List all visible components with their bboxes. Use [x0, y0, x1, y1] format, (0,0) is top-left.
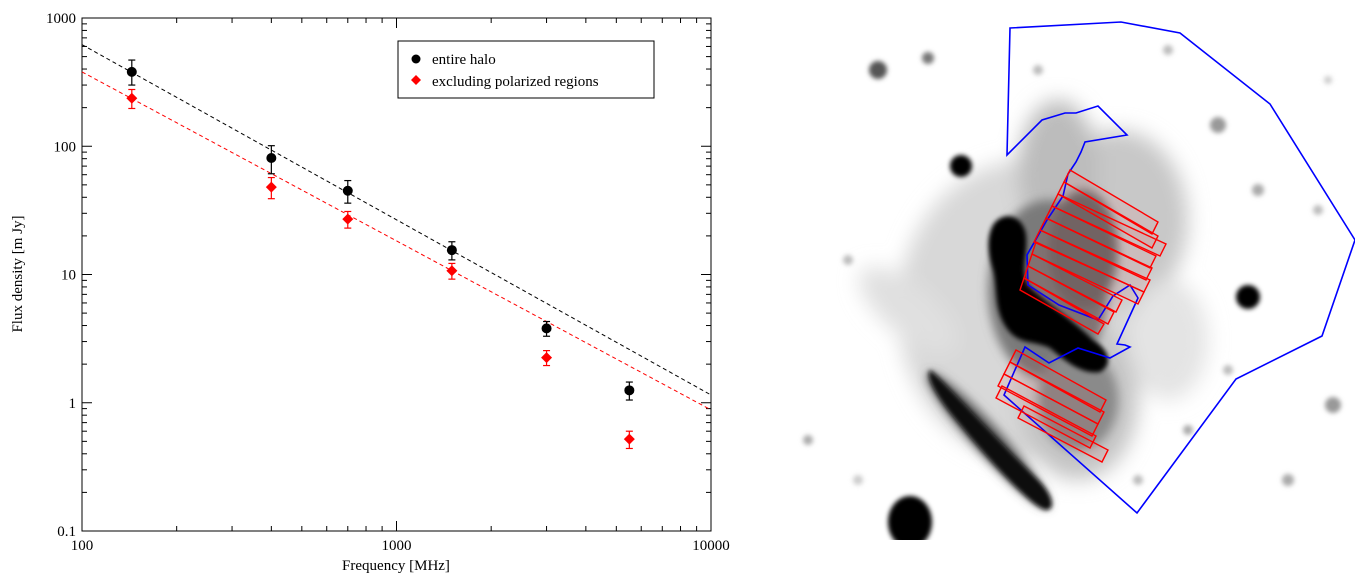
x-axis-title: Frequency [MHz]	[342, 558, 450, 573]
data-point-entire-halo	[266, 146, 276, 174]
data-point-entire-halo	[447, 242, 457, 260]
marker-diamond	[446, 265, 457, 276]
x-tick-label: 10000	[692, 538, 730, 554]
marker-diamond	[342, 214, 353, 225]
legend: entire halo excluding polarized regions	[398, 41, 654, 98]
marker-circle	[127, 67, 137, 77]
y-tick-label: 1000	[46, 11, 76, 27]
data-point-entire-halo	[343, 181, 353, 204]
data-point-excluding-polarized-regions	[126, 90, 137, 109]
y-tick-label: 1	[69, 396, 77, 412]
marker-circle	[624, 385, 634, 395]
x-tick-label: 100	[71, 538, 94, 554]
data-point-excluding-polarized-regions	[342, 211, 353, 228]
x-tick-labels: 100 1000 10000	[71, 538, 730, 554]
marker-diamond	[541, 352, 552, 363]
y-tick-label: 0.1	[57, 524, 76, 540]
marker-circle	[542, 323, 552, 333]
marker-circle	[343, 186, 353, 196]
data-point-entire-halo	[127, 60, 137, 85]
radio-map-image	[788, 10, 1355, 540]
y-axis-title: Flux density [m Jy]	[10, 215, 26, 332]
data-marks	[126, 60, 635, 448]
legend-label-excluding-polarized: excluding polarized regions	[432, 74, 599, 90]
flux-density-chart: 100 1000 10000 0.1 1 10 100 1000 Frequency [MH…	[0, 0, 780, 573]
fit-line-excluding-polarized-regions	[82, 72, 711, 410]
legend-marker-entire-halo	[412, 55, 421, 64]
data-point-excluding-polarized-regions	[541, 351, 552, 366]
marker-circle	[447, 245, 457, 255]
marker-diamond	[624, 434, 635, 445]
data-point-entire-halo	[624, 382, 634, 400]
data-point-entire-halo	[542, 322, 552, 337]
fit-lines	[82, 45, 711, 410]
y-tick-label: 10	[61, 268, 76, 284]
y-tick-labels: 0.1 1 10 100 1000	[46, 11, 76, 540]
marker-diamond	[266, 182, 277, 193]
data-point-excluding-polarized-regions	[624, 431, 635, 448]
x-tick-label: 1000	[382, 538, 412, 554]
marker-diamond	[126, 93, 137, 104]
legend-label-entire-halo: entire halo	[432, 52, 496, 68]
y-tick-label: 100	[54, 139, 77, 155]
data-point-excluding-polarized-regions	[446, 263, 457, 279]
marker-circle	[266, 153, 276, 163]
data-point-excluding-polarized-regions	[266, 178, 277, 199]
